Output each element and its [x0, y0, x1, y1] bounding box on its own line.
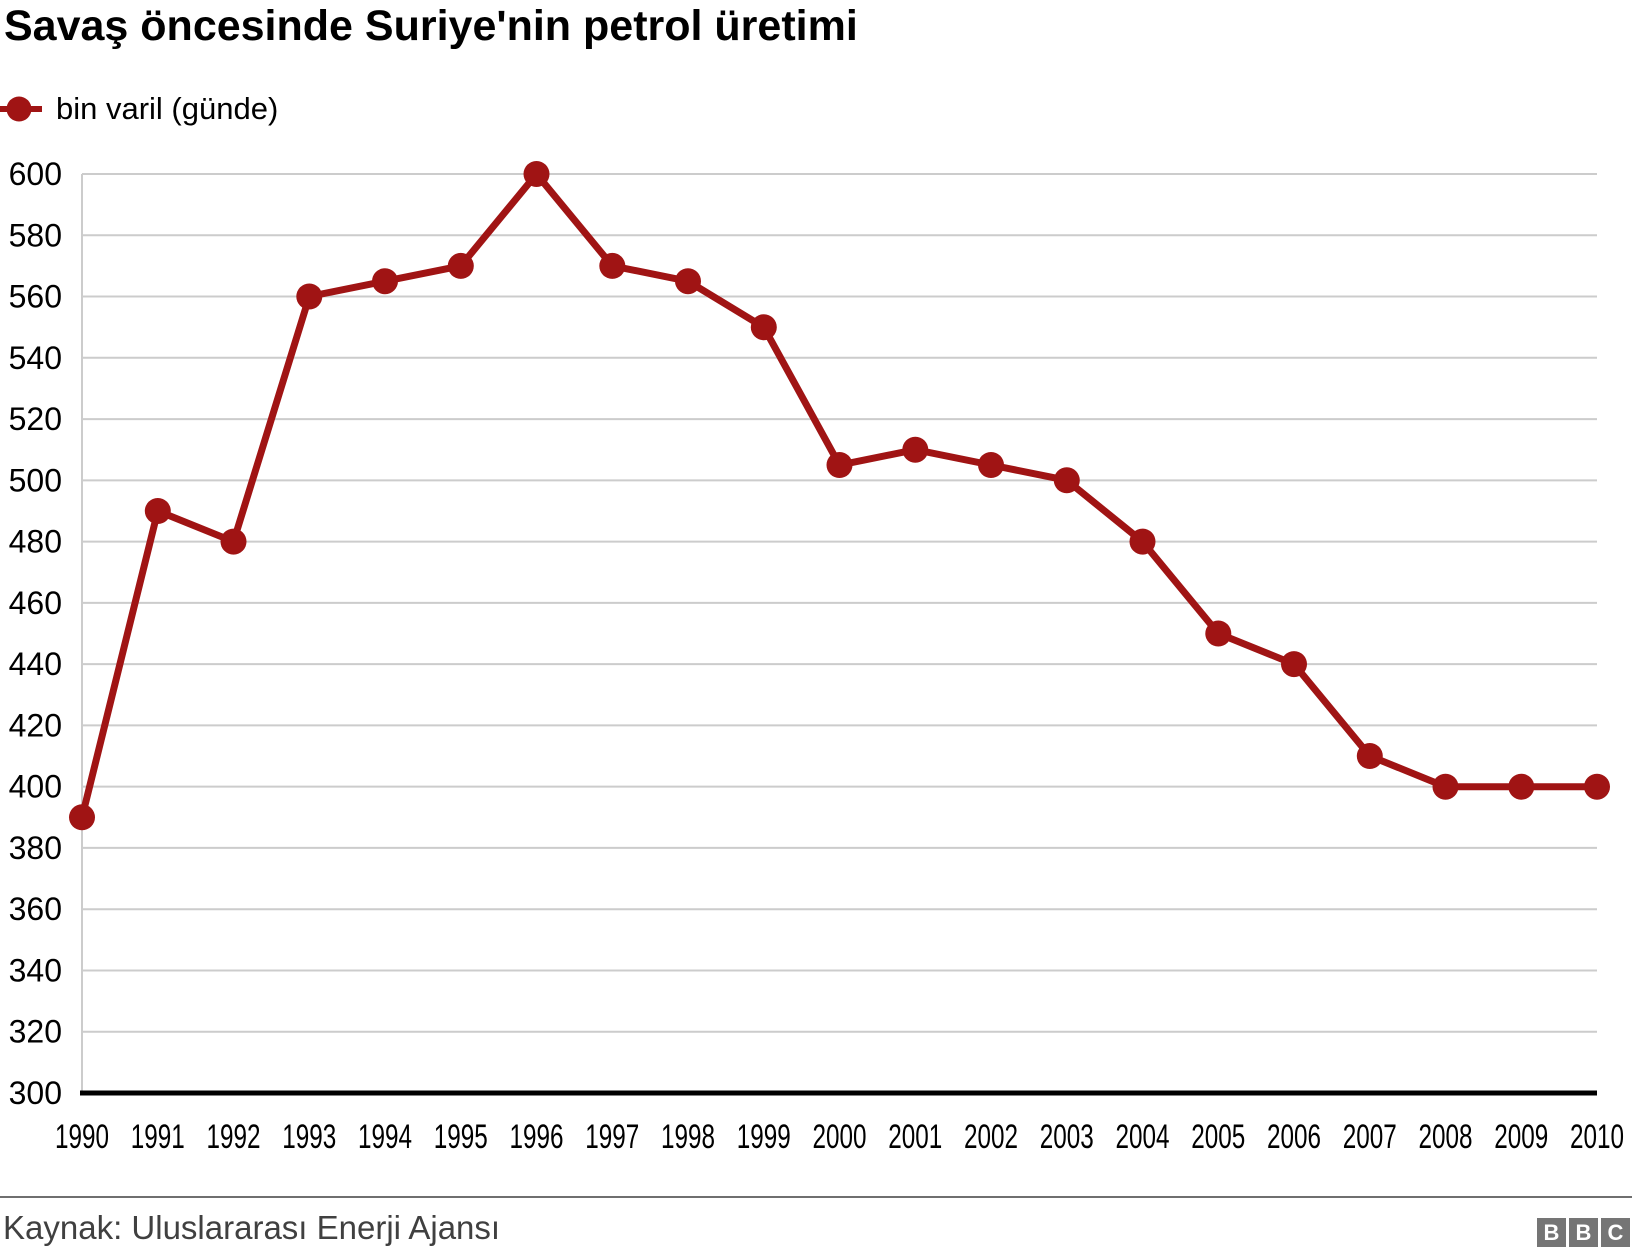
svg-text:1992: 1992 — [207, 1118, 261, 1156]
bbc-logo: B B C — [1537, 1218, 1630, 1247]
svg-text:2002: 2002 — [964, 1118, 1018, 1156]
legend: bin varil (günde) — [0, 91, 278, 127]
bbc-logo-letter: C — [1601, 1218, 1630, 1247]
svg-text:480: 480 — [9, 524, 62, 560]
svg-text:2006: 2006 — [1267, 1118, 1321, 1156]
svg-text:2004: 2004 — [1116, 1118, 1170, 1156]
svg-text:1998: 1998 — [661, 1118, 715, 1156]
source-text: Kaynak: Uluslararası Enerji Ajansı — [3, 1209, 501, 1246]
svg-text:2008: 2008 — [1419, 1118, 1473, 1156]
svg-text:520: 520 — [9, 401, 62, 437]
svg-text:380: 380 — [9, 830, 62, 866]
bbc-logo-letter: B — [1537, 1218, 1566, 1247]
svg-text:1999: 1999 — [737, 1118, 791, 1156]
svg-text:2003: 2003 — [1040, 1118, 1094, 1156]
svg-text:1994: 1994 — [358, 1118, 412, 1156]
svg-text:2005: 2005 — [1191, 1118, 1245, 1156]
svg-text:420: 420 — [9, 707, 62, 743]
svg-text:460: 460 — [9, 585, 62, 621]
svg-text:580: 580 — [9, 217, 62, 253]
svg-text:1996: 1996 — [510, 1118, 564, 1156]
svg-text:1993: 1993 — [282, 1118, 336, 1156]
svg-text:2000: 2000 — [813, 1118, 867, 1156]
svg-text:360: 360 — [9, 891, 62, 927]
legend-label: bin varil (günde) — [56, 91, 279, 126]
legend-line-marker-icon — [0, 96, 42, 122]
svg-text:2010: 2010 — [1570, 1118, 1624, 1156]
svg-text:2007: 2007 — [1343, 1118, 1397, 1156]
svg-text:1997: 1997 — [585, 1118, 639, 1156]
footer-divider — [0, 1196, 1632, 1198]
svg-text:400: 400 — [9, 769, 62, 805]
svg-text:500: 500 — [9, 462, 62, 498]
svg-text:300: 300 — [9, 1075, 62, 1111]
svg-text:2009: 2009 — [1494, 1118, 1548, 1156]
svg-text:560: 560 — [9, 279, 62, 315]
svg-text:1990: 1990 — [55, 1118, 109, 1156]
svg-text:2001: 2001 — [888, 1118, 942, 1156]
svg-text:1995: 1995 — [434, 1118, 488, 1156]
svg-text:340: 340 — [9, 952, 62, 988]
svg-text:600: 600 — [9, 156, 62, 192]
bbc-logo-letter: B — [1569, 1218, 1598, 1247]
svg-text:1991: 1991 — [131, 1118, 185, 1156]
svg-text:440: 440 — [9, 646, 62, 682]
svg-text:320: 320 — [9, 1014, 62, 1050]
chart-title: Savaş öncesinde Suriye'nin petrol üretim… — [4, 2, 858, 50]
svg-text:540: 540 — [9, 340, 62, 376]
